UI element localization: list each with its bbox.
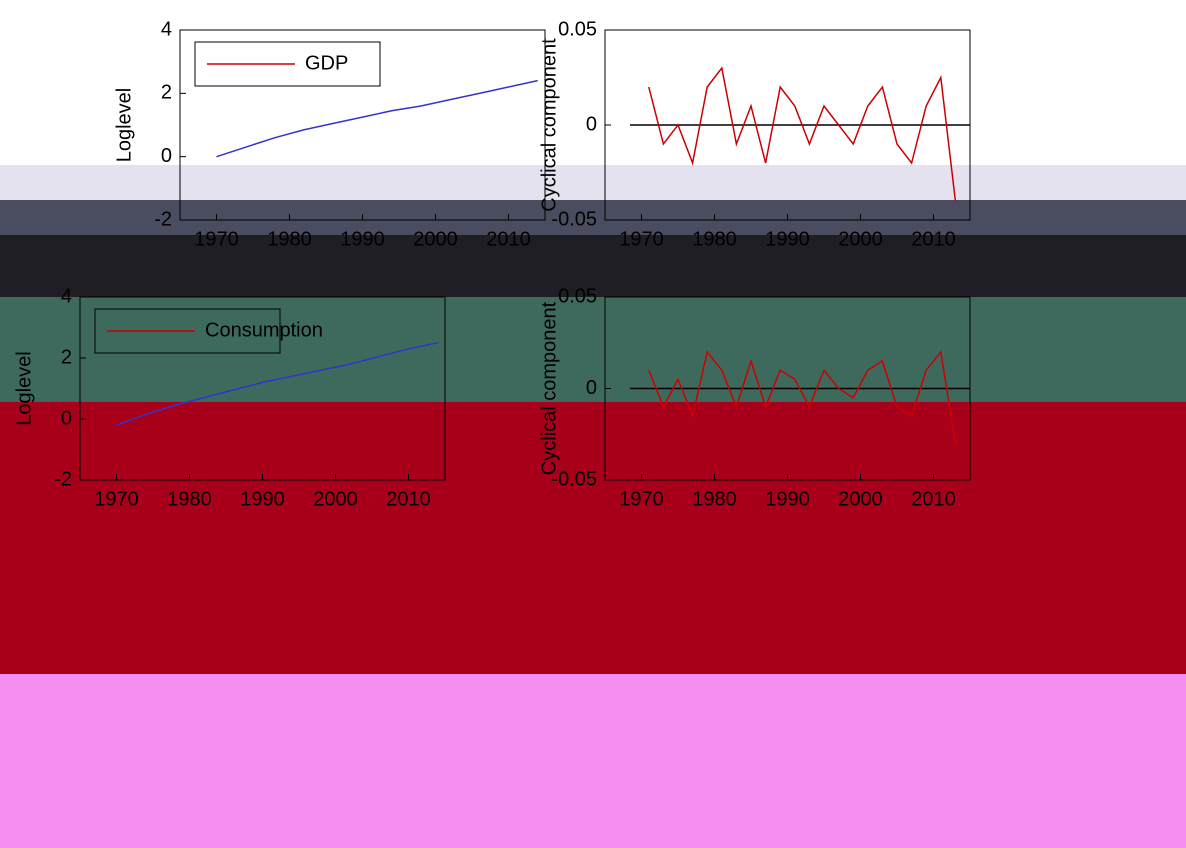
band [0,674,1186,848]
y-tick-label: 0.05 [558,285,597,307]
y-axis-label: Loglevel [113,88,135,163]
x-tick-label: 1980 [692,228,737,250]
y-tick-label: 4 [61,285,72,307]
x-tick-label: 2000 [838,488,883,510]
y-tick-label: -2 [54,468,72,490]
y-tick-label: 0 [161,145,172,167]
x-tick-label: 1990 [765,228,810,250]
y-tick-label: 4 [161,18,172,40]
x-tick-label: 1970 [619,488,664,510]
y-axis-label: Loglevel [13,351,35,426]
x-tick-label: 2000 [413,228,458,250]
y-tick-label: 0 [586,377,597,399]
x-tick-label: 2000 [313,488,358,510]
x-tick-label: 2010 [386,488,431,510]
x-tick-label: 1970 [94,488,139,510]
x-tick-label: 2000 [838,228,883,250]
x-tick-label: 1990 [240,488,285,510]
x-tick-label: 2010 [911,488,956,510]
legend-label: GDP [305,52,348,74]
x-tick-label: 2010 [486,228,531,250]
x-tick-label: 1980 [692,488,737,510]
x-tick-label: 1980 [167,488,212,510]
x-tick-label: 1980 [267,228,312,250]
y-axis-label: Cyclical component [538,301,560,475]
y-tick-label: 2 [61,346,72,368]
series-line [217,81,538,157]
band [0,165,1186,200]
y-axis-label: Cyclical component [538,38,560,212]
y-tick-label: 0 [61,407,72,429]
y-tick-label: 0.05 [558,18,597,40]
legend-label: Consumption [205,319,323,341]
band [0,402,1186,674]
x-tick-label: 2010 [911,228,956,250]
x-tick-label: 1990 [340,228,385,250]
screen: -202419701980199020002010LoglevelGDP-0.0… [0,0,1186,848]
x-tick-label: 1970 [194,228,239,250]
x-tick-label: 1970 [619,228,664,250]
y-tick-label: -2 [154,208,172,230]
x-tick-label: 1990 [765,488,810,510]
y-tick-label: 0 [586,113,597,135]
y-tick-label: 2 [161,82,172,104]
